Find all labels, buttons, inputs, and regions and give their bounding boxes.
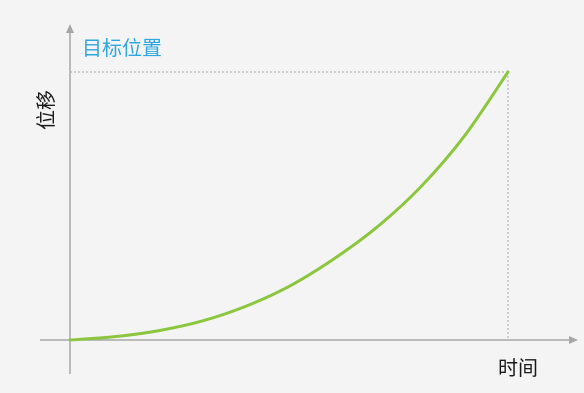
x-axis-arrow [569,336,578,344]
target-position-label: 目标位置 [82,36,162,60]
series-line-displacement [68,70,510,342]
x-axis-label: 时间 [498,356,538,380]
y-axis-arrow [66,24,74,33]
y-axis-label: 位移 [34,90,58,130]
